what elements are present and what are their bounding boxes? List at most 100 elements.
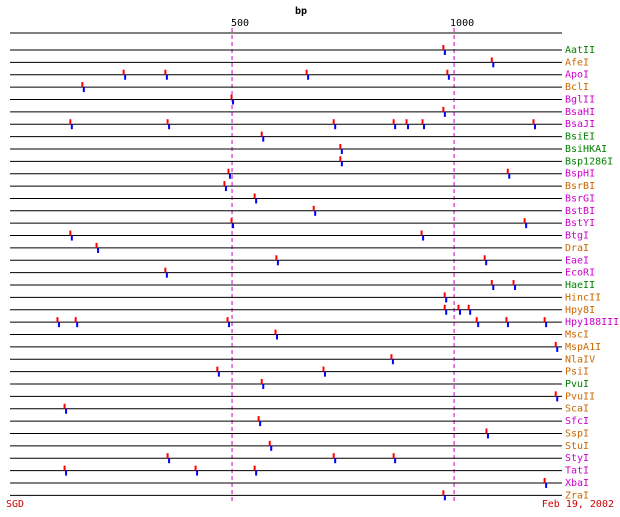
cut-top <box>164 69 167 75</box>
cut-site <box>322 366 326 377</box>
cut-bottom <box>445 297 448 303</box>
cut-top <box>442 106 445 112</box>
cut-site <box>81 82 85 93</box>
cut-bottom <box>262 136 265 142</box>
cut-site <box>253 193 258 204</box>
enzyme-label: AfeI <box>565 57 589 68</box>
cut-site <box>74 317 79 328</box>
x-tick-label: 1000 <box>450 18 474 29</box>
cut-site <box>268 440 273 451</box>
cut-top <box>506 168 509 174</box>
cut-top <box>392 119 395 125</box>
cut-site <box>467 304 472 315</box>
cut-site <box>446 69 450 80</box>
cut-top <box>405 119 408 125</box>
cut-top <box>332 119 335 125</box>
cut-bottom <box>391 359 394 365</box>
cut-bottom <box>443 50 446 55</box>
cut-top <box>226 317 229 323</box>
cut-bottom <box>525 223 528 229</box>
cut-top <box>543 477 546 483</box>
cut-top <box>457 304 460 310</box>
cut-site <box>390 354 394 365</box>
cut-top <box>268 440 271 446</box>
cut-bottom <box>340 148 343 154</box>
cut-site <box>443 292 448 303</box>
cut-site <box>223 181 227 192</box>
cut-top <box>260 378 263 384</box>
cut-bottom <box>458 309 461 315</box>
cut-top <box>554 391 557 397</box>
cut-top <box>332 453 335 459</box>
cut-bottom <box>314 210 317 216</box>
cut-site <box>216 366 220 377</box>
cut-bottom <box>443 495 446 501</box>
cut-top <box>443 292 446 298</box>
cut-site <box>457 304 461 315</box>
cut-top <box>216 366 219 372</box>
cut-bottom <box>445 309 448 315</box>
cut-site <box>312 205 317 216</box>
enzyme-label: StuI <box>565 441 589 452</box>
cut-bottom <box>124 74 127 80</box>
cut-site <box>275 255 279 266</box>
cut-top <box>554 341 557 347</box>
cut-top <box>227 168 230 174</box>
enzyme-label: PsiI <box>565 367 589 378</box>
enzyme-label: TatI <box>565 466 589 477</box>
cut-top <box>467 304 470 310</box>
cut-site <box>339 156 343 167</box>
cut-site <box>166 119 171 130</box>
cut-site <box>523 218 528 229</box>
cut-bottom <box>232 223 235 229</box>
cut-top <box>74 317 77 323</box>
cut-site <box>543 317 548 328</box>
cut-site <box>420 230 425 241</box>
cut-site <box>274 329 279 340</box>
cut-site <box>485 428 489 439</box>
cut-bottom <box>422 235 425 241</box>
enzyme-label: EaeI <box>565 255 589 266</box>
cut-top <box>230 94 233 100</box>
cut-top <box>490 280 493 286</box>
cut-bottom <box>469 309 472 315</box>
cut-bottom <box>217 371 220 377</box>
enzyme-label: DraI <box>565 243 589 254</box>
cut-bottom <box>556 346 559 352</box>
cut-site <box>253 465 258 476</box>
enzyme-label: BtgI <box>565 231 589 242</box>
cut-top <box>95 242 98 248</box>
cut-bottom <box>334 458 337 464</box>
cut-site <box>405 119 410 130</box>
cut-site <box>421 119 426 130</box>
enzyme-label: SspI <box>565 428 589 439</box>
cut-top <box>475 317 478 323</box>
cut-site <box>257 416 262 427</box>
cut-bottom <box>556 396 559 402</box>
enzyme-label: HaeII <box>565 280 595 291</box>
cut-bottom <box>97 247 100 253</box>
cut-bottom <box>447 74 450 80</box>
enzyme-label: BglII <box>565 94 595 105</box>
cut-top <box>257 416 260 422</box>
cut-top <box>485 428 488 434</box>
footer-right: Feb 19, 2002 <box>542 499 614 510</box>
cut-top <box>166 453 169 459</box>
cut-site <box>95 242 100 253</box>
cut-site <box>506 168 511 179</box>
cut-site <box>69 230 73 241</box>
cut-top <box>63 465 66 471</box>
cut-top <box>339 143 342 149</box>
cut-bottom <box>165 272 168 278</box>
cut-bottom <box>232 99 235 105</box>
cut-top <box>63 403 66 409</box>
cut-bottom <box>228 322 231 328</box>
cut-top <box>253 193 256 199</box>
cut-top <box>443 304 446 310</box>
cut-top <box>275 255 278 261</box>
cut-site <box>490 57 495 68</box>
enzyme-label: MscI <box>565 330 589 341</box>
cut-top <box>483 255 486 261</box>
footer-left: SGD <box>6 499 24 510</box>
